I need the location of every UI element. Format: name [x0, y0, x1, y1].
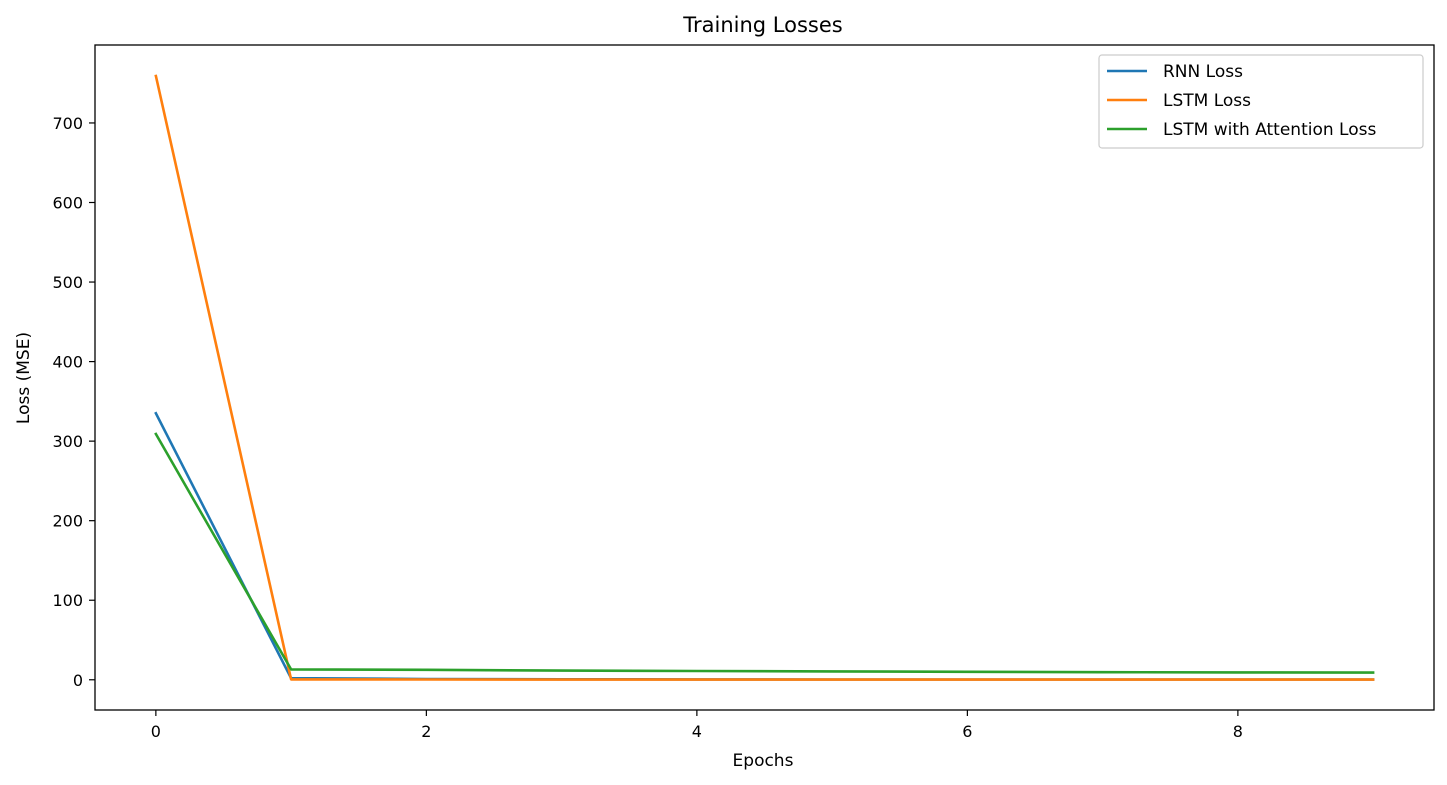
legend: RNN Loss LSTM Loss LSTM with Attention Los… — [1098, 54, 1424, 149]
y-axis: 0 100 200 300 400 500 600 700 — [52, 114, 95, 690]
y-axis-label: Loss (MSE) — [14, 332, 34, 424]
chart-title: Training Losses — [682, 13, 842, 37]
x-axis-label: Epochs — [733, 751, 794, 771]
y-tick-label: 200 — [52, 512, 83, 531]
y-tick-label: 0 — [73, 671, 83, 690]
y-tick-label: 300 — [52, 432, 83, 451]
legend-label-1: LSTM Loss — [1163, 91, 1251, 111]
x-tick-label: 8 — [1233, 722, 1243, 741]
series-line-0 — [154, 411, 1375, 681]
x-tick-label: 6 — [962, 722, 972, 741]
plot-frame — [94, 44, 1435, 711]
legend-label-2: LSTM with Attention Loss — [1163, 120, 1376, 140]
y-tick-label: 600 — [52, 194, 83, 213]
y-tick-label: 100 — [52, 591, 83, 610]
legend-label-0: RNN Loss — [1163, 62, 1243, 82]
x-axis: 0 2 4 6 8 — [151, 710, 1243, 741]
legend-box — [1098, 54, 1424, 149]
x-tick-label: 2 — [421, 722, 431, 741]
y-tick-label: 400 — [52, 353, 83, 372]
plot-lines — [154, 74, 1375, 681]
x-tick-label: 0 — [151, 722, 161, 741]
y-tick-label: 700 — [52, 114, 83, 133]
x-tick-label: 4 — [692, 722, 702, 741]
series-line-1 — [154, 74, 1375, 681]
y-tick-label: 500 — [52, 273, 83, 292]
series-line-2 — [154, 432, 1375, 674]
